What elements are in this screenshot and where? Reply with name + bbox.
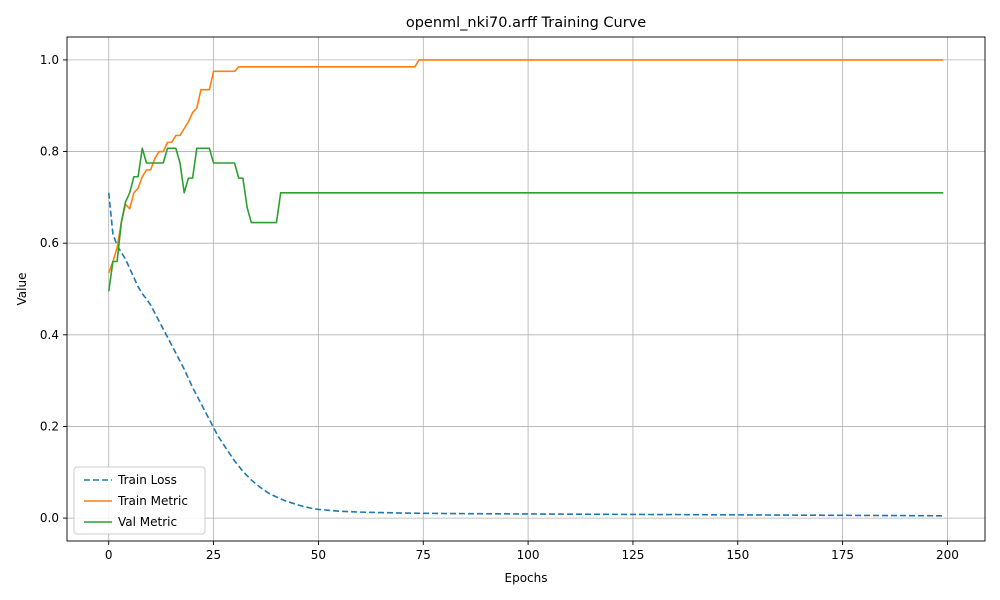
x-tick-label: 200 — [936, 548, 959, 562]
series-line-val-metric — [107, 147, 944, 292]
legend-box — [73, 466, 206, 535]
x-tick-label: 150 — [726, 548, 749, 562]
series-line-train-metric — [107, 59, 944, 274]
x-axis-label: Epochs — [505, 571, 548, 585]
y-tick-label: 0.0 — [40, 511, 59, 525]
x-tick-label: 50 — [311, 548, 326, 562]
y-tick-label: 0.4 — [40, 328, 59, 342]
y-tick-label: 0.2 — [40, 419, 59, 433]
y-tick-label: 1.0 — [40, 53, 59, 67]
legend-label: Val Metric — [118, 515, 177, 529]
series-lines — [107, 59, 944, 517]
legend-label: Train Loss — [117, 473, 177, 487]
y-tick-label: 0.8 — [40, 145, 59, 159]
x-tick-label: 25 — [206, 548, 221, 562]
axis-ticks: 0 25 50 75 100 125 150 175 200 0.0 0.2 0.4 0.6 0.8 1.0 — [40, 53, 959, 562]
legend: Train Loss Train Metric Val Metric — [73, 466, 206, 535]
y-axis-label: Value — [15, 273, 29, 306]
x-tick-label: 75 — [416, 548, 431, 562]
chart-title: openml_nki70.arff Training Curve — [406, 15, 646, 31]
x-tick-label: 0 — [105, 548, 113, 562]
plot-frame — [66, 36, 986, 542]
x-tick-label: 125 — [621, 548, 644, 562]
y-tick-label: 0.6 — [40, 236, 59, 250]
x-tick-label: 100 — [517, 548, 540, 562]
series-line-train-loss — [107, 192, 944, 517]
legend-label: Train Metric — [117, 494, 188, 508]
x-tick-label: 175 — [831, 548, 854, 562]
